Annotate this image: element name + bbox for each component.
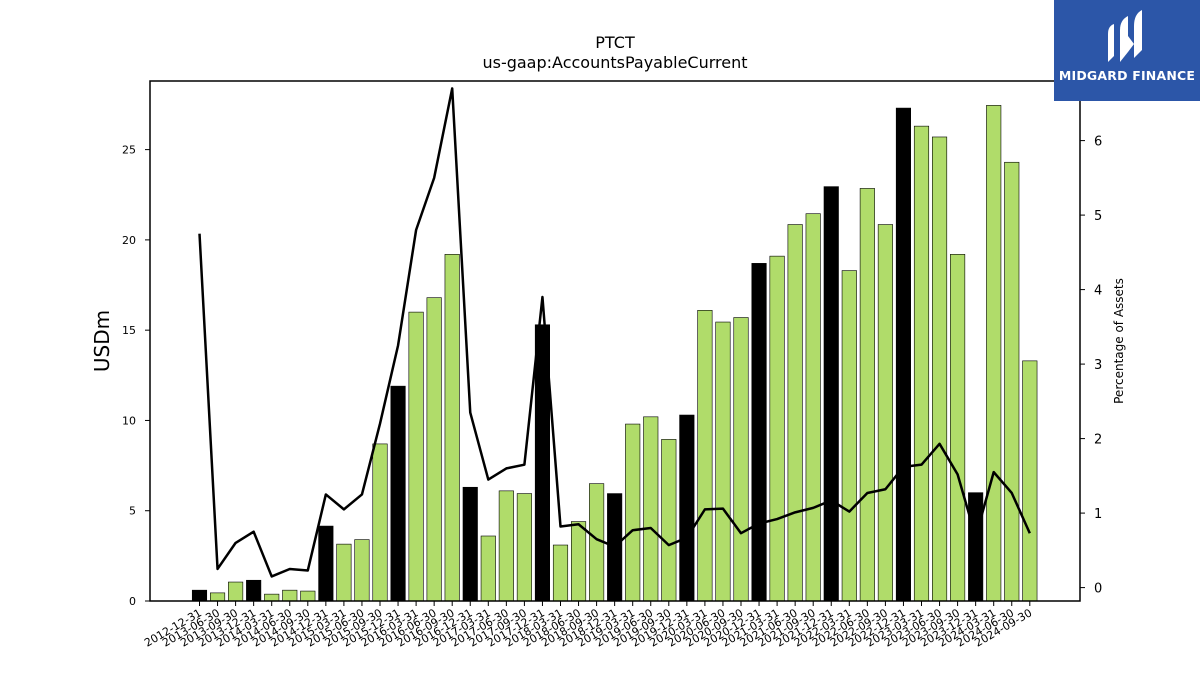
y-tick-label-15: 15	[122, 324, 136, 337]
bar-2021-12-31	[823, 186, 839, 602]
bar-2015-09-30	[372, 443, 388, 602]
bar-2013-09-30	[228, 581, 244, 602]
bar-2014-03-31	[264, 593, 280, 602]
bar-2020-06-30	[715, 321, 731, 602]
bar-2020-09-30	[733, 317, 749, 602]
bar-2022-06-30	[859, 188, 875, 602]
bar-2018-03-31	[552, 544, 569, 602]
bar-2015-06-30	[354, 539, 370, 602]
bar-2017-06-30	[498, 490, 514, 602]
percentage-of-assets-line	[198, 87, 1031, 578]
bar-2024-06-30	[1004, 161, 1020, 602]
bar-2019-12-31	[679, 414, 695, 602]
y2-axis-label: Percentage of Assets	[1112, 278, 1126, 404]
y2-tick-label-4: 4	[1094, 284, 1102, 299]
bar-2022-09-30	[877, 224, 893, 602]
y2-tick-label-1: 1	[1094, 507, 1102, 522]
x-axis: 2012-12-312013-06-302013-09-302013-12-31…	[142, 601, 1034, 650]
y-tick-label-25: 25	[122, 144, 136, 157]
bar-2020-12-31	[751, 263, 767, 602]
logo-text: MIDGARD FINANCE	[1058, 68, 1196, 83]
bar-2023-03-31	[913, 125, 930, 602]
bar-2017-03-31	[480, 535, 496, 602]
bar-2024-03-31	[986, 105, 1002, 602]
bar-2016-12-31	[462, 486, 478, 602]
bar-2019-06-30	[643, 416, 659, 602]
bar-2013-12-31	[246, 579, 262, 602]
y2-tick-label-5: 5	[1094, 209, 1102, 224]
y-axis-left: 0 5 10 15 20 25	[122, 144, 150, 608]
y2-tick-label-6: 6	[1094, 135, 1102, 150]
midgard-finance-logo: MIDGARD FINANCE	[1054, 0, 1200, 101]
bar-2016-06-30	[426, 297, 442, 602]
bar-2017-09-30	[516, 493, 532, 602]
bar-2021-03-31	[769, 255, 785, 602]
bar-2015-03-31	[336, 543, 352, 602]
bar-2015-12-31	[390, 385, 406, 602]
bar-2024-09-30	[1022, 360, 1038, 602]
bar-2021-06-30	[787, 224, 803, 602]
y2-tick-label-0: 0	[1094, 582, 1102, 597]
y-axis-label: USDm	[90, 310, 114, 372]
y2-tick-label-2: 2	[1094, 433, 1102, 448]
bar-2016-03-31	[408, 311, 424, 602]
y-tick-label-10: 10	[122, 414, 136, 427]
y-tick-label-5: 5	[129, 505, 136, 518]
y-axis-right: 0 1 2 3 4 5 6	[1080, 135, 1102, 597]
bar-2023-09-30	[950, 254, 966, 602]
bar-2021-09-30	[805, 213, 821, 602]
bar-2023-12-31	[968, 492, 984, 602]
bar-2014-09-30	[300, 590, 316, 602]
bar-2022-12-31	[895, 107, 912, 602]
y2-tick-label-3: 3	[1094, 358, 1102, 373]
line-layer	[198, 87, 1031, 578]
bar-2014-06-30	[282, 589, 298, 602]
bar-2013-06-30	[210, 592, 226, 602]
bar-2022-03-31	[841, 270, 857, 602]
bar-2020-03-31	[697, 310, 713, 602]
chart-subtitle: us-gaap:AccountsPayableCurrent	[482, 53, 747, 72]
bar-2012-12-31	[191, 589, 208, 602]
chart-title: PTCT	[595, 33, 635, 52]
y-tick-label-0: 0	[129, 595, 136, 608]
midgard-logo-icon	[1108, 10, 1142, 62]
bar-2014-12-31	[318, 525, 334, 602]
bar-2023-06-30	[931, 136, 948, 602]
bar-2019-03-31	[625, 423, 641, 602]
y-tick-label-20: 20	[122, 234, 136, 247]
bar-2016-09-30	[444, 254, 460, 602]
bar-2018-06-30	[570, 521, 587, 602]
bar-2019-09-30	[661, 439, 677, 602]
